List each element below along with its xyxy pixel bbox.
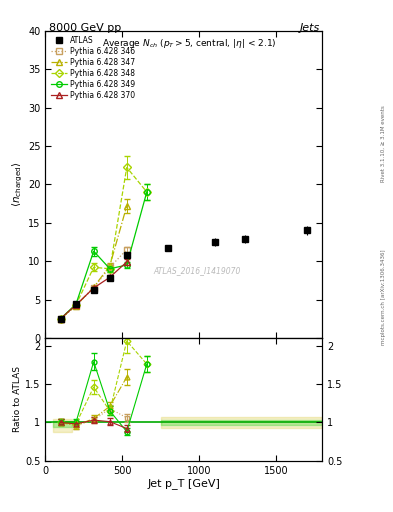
Text: Jets: Jets <box>300 23 320 33</box>
Text: 8000 GeV pp: 8000 GeV pp <box>49 23 121 33</box>
Legend: ATLAS, Pythia 6.428 346, Pythia 6.428 347, Pythia 6.428 348, Pythia 6.428 349, P: ATLAS, Pythia 6.428 346, Pythia 6.428 34… <box>49 34 137 101</box>
Text: Rivet 3.1.10, ≥ 3.1M events: Rivet 3.1.10, ≥ 3.1M events <box>381 105 386 182</box>
Text: ATLAS_2016_I1419070: ATLAS_2016_I1419070 <box>154 266 241 275</box>
X-axis label: Jet p_T [GeV]: Jet p_T [GeV] <box>147 478 220 489</box>
Text: Average $N_{ch}$ ($p_T$$>$5, central, $|\eta|$ < 2.1): Average $N_{ch}$ ($p_T$$>$5, central, $|… <box>102 37 277 50</box>
Text: mcplots.cern.ch [arXiv:1306.3436]: mcplots.cern.ch [arXiv:1306.3436] <box>381 249 386 345</box>
Y-axis label: $\langle n_\mathrm{charged} \rangle$: $\langle n_\mathrm{charged} \rangle$ <box>11 161 25 207</box>
Y-axis label: Ratio to ATLAS: Ratio to ATLAS <box>13 367 22 432</box>
